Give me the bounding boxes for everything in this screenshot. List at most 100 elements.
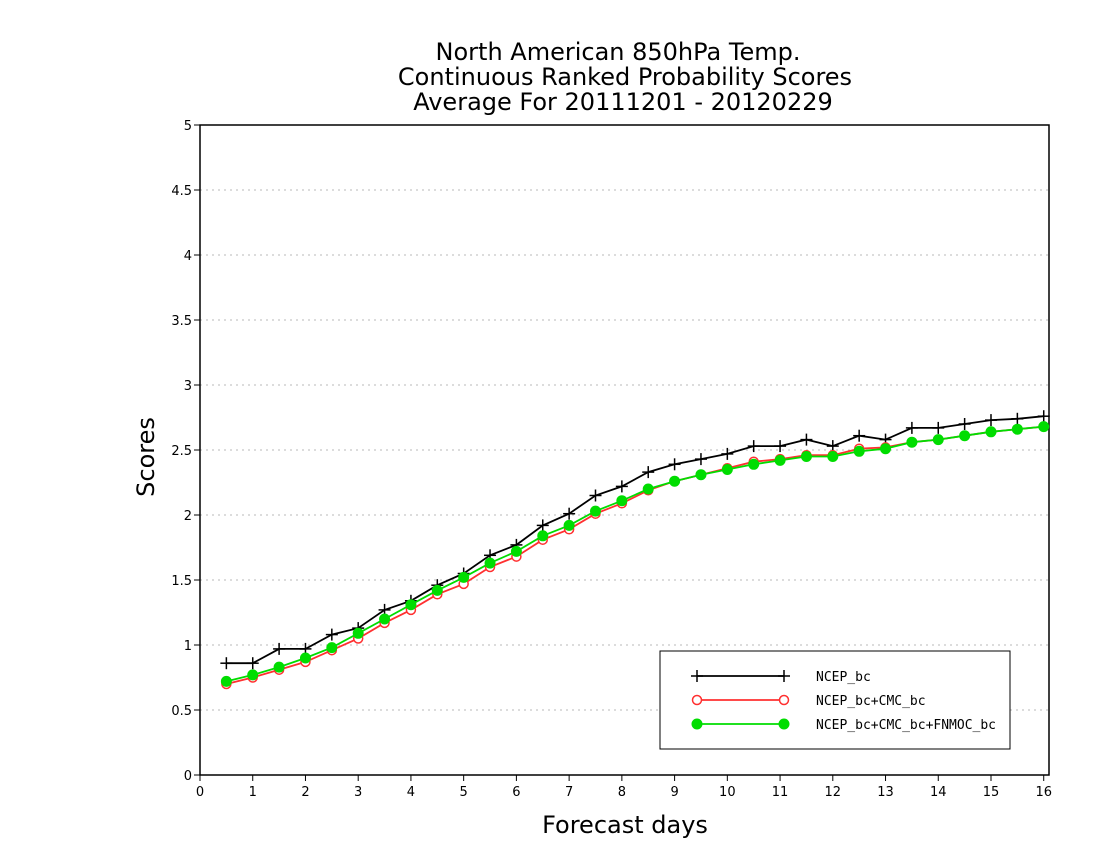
data-point — [379, 613, 391, 625]
legend-label: NCEP_bc+CMC_bc — [816, 694, 926, 709]
data-point — [563, 519, 575, 531]
data-point — [536, 519, 549, 532]
x-tick-label: 8 — [618, 785, 626, 800]
data-point — [352, 627, 364, 639]
legend-label: NCEP_bc+CMC_bc+FNMOC_bc — [816, 718, 996, 733]
data-point — [405, 599, 417, 611]
series-line — [226, 415, 1044, 665]
y-axis-label: Scores — [132, 417, 160, 497]
data-point — [246, 657, 259, 670]
data-point — [247, 669, 259, 681]
x-tick-label: 13 — [877, 785, 894, 800]
y-tick-label: 5 — [184, 119, 192, 134]
data-point — [458, 571, 470, 583]
data-point — [589, 505, 601, 517]
data-point — [273, 661, 285, 673]
data-point — [220, 675, 232, 687]
legend-label: NCEP_bc — [816, 670, 871, 685]
x-tick-label: 5 — [460, 785, 468, 800]
y-tick-label: 3 — [184, 379, 192, 394]
x-axis-label: Forecast days — [542, 811, 708, 839]
data-point — [669, 475, 681, 487]
data-point — [510, 545, 522, 557]
data-point — [800, 433, 813, 446]
chart-title-line-2: Continuous Ranked Probability Scores — [398, 63, 852, 91]
data-point — [273, 642, 286, 655]
data-point — [325, 628, 338, 641]
data-point — [642, 466, 655, 479]
y-tick-label: 2.5 — [171, 444, 192, 459]
data-point — [774, 440, 787, 453]
x-tick-label: 0 — [196, 785, 204, 800]
data-point — [694, 453, 707, 466]
data-point — [537, 530, 549, 542]
x-tick-label: 12 — [825, 785, 842, 800]
data-point — [959, 430, 971, 442]
y-tick-label: 4.5 — [171, 184, 192, 199]
legend-marker — [691, 694, 703, 706]
series-3 — [220, 421, 1050, 687]
legend-marker — [691, 670, 703, 682]
data-point — [906, 436, 918, 448]
chart-title: North American 850hPa Temp. Continuous R… — [398, 38, 852, 116]
data-point — [668, 458, 681, 471]
data-point — [800, 451, 812, 462]
data-point — [431, 584, 443, 596]
x-tick-label: 11 — [772, 785, 789, 800]
data-point — [695, 469, 707, 481]
data-point — [853, 429, 866, 442]
y-tick-label: 1.5 — [171, 574, 192, 589]
data-point — [747, 440, 760, 453]
y-tick-label: 4 — [184, 249, 192, 264]
data-point — [642, 483, 654, 495]
y-tick-label: 2 — [184, 509, 192, 524]
data-point — [932, 434, 944, 446]
data-point — [985, 426, 997, 438]
x-tick-label: 16 — [1035, 785, 1052, 800]
data-point — [1011, 423, 1023, 435]
legend-marker — [778, 670, 790, 682]
chart-title-line-3: Average For 20111201 - 20120229 — [413, 88, 833, 116]
data-point — [748, 458, 760, 470]
x-tick-label: 14 — [930, 785, 947, 800]
x-tick-label: 6 — [512, 785, 520, 800]
data-point — [905, 421, 918, 434]
series-1 — [220, 410, 1050, 670]
x-tick-label: 15 — [983, 785, 1000, 800]
data-point — [589, 489, 602, 502]
data-point — [827, 451, 839, 462]
data-point — [1038, 421, 1050, 433]
data-point — [958, 418, 971, 430]
x-tick-label: 3 — [354, 785, 362, 800]
data-point — [1037, 410, 1050, 423]
data-point — [880, 443, 892, 455]
y-axis: 0 0.5 1 1.5 2 2.5 3 3.5 4 4.5 5 — [171, 119, 200, 784]
data-point — [563, 507, 576, 520]
data-point — [721, 447, 734, 460]
chart-title-line-1: North American 850hPa Temp. — [436, 38, 801, 66]
x-tick-label: 9 — [670, 785, 678, 800]
data-point — [615, 480, 628, 493]
legend: NCEP_bc NCEP_bc+CMC_bc NCEP_bc+CMC_bc+FNMO… — [659, 650, 1011, 750]
data-series — [220, 410, 1050, 690]
y-tick-label: 3.5 — [171, 314, 192, 329]
y-tick-label: 0.5 — [171, 704, 192, 719]
legend-marker — [778, 718, 790, 730]
data-point — [721, 464, 733, 475]
data-point — [853, 445, 865, 457]
legend-marker — [778, 694, 790, 706]
gridlines — [200, 189, 1049, 711]
y-tick-label: 1 — [184, 639, 192, 654]
x-axis: 0 1 2 3 4 5 6 7 8 9 10 11 12 13 14 15 16 — [196, 775, 1052, 800]
data-point — [220, 657, 233, 670]
series-2 — [221, 421, 1049, 690]
data-point — [326, 642, 338, 654]
x-tick-label: 10 — [719, 785, 736, 800]
legend-marker — [691, 718, 703, 730]
data-point — [484, 557, 496, 569]
data-point — [932, 421, 945, 434]
x-tick-label: 4 — [407, 785, 415, 800]
data-point — [1011, 412, 1024, 425]
y-tick-label: 0 — [184, 769, 192, 784]
